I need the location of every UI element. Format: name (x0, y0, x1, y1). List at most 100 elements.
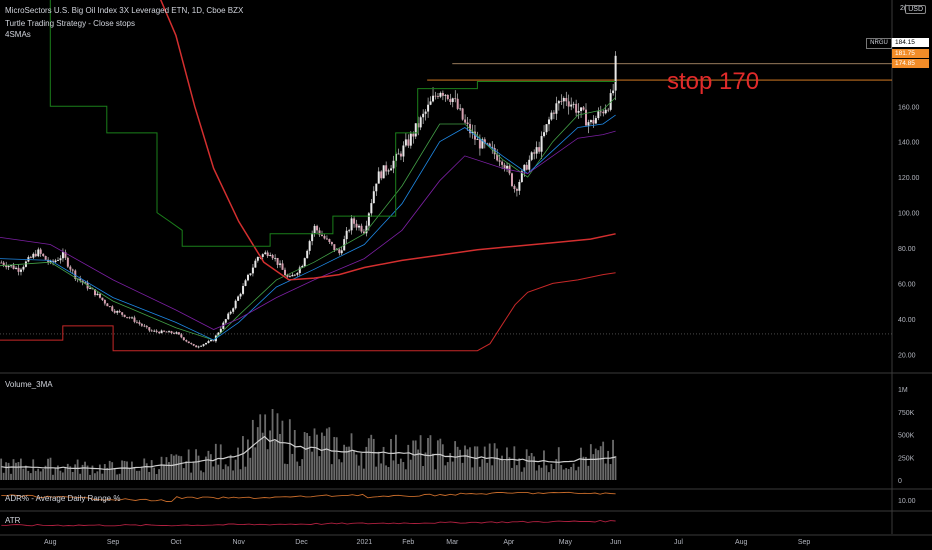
volume-bar (24, 465, 27, 480)
candle-body (49, 260, 52, 263)
currency-badge[interactable]: USD (905, 5, 926, 14)
candle-body (264, 252, 267, 255)
volume-bar (488, 443, 491, 480)
candle-body (153, 330, 156, 332)
candle-body (103, 300, 106, 304)
volume-bar (486, 462, 489, 480)
volume-bar (214, 443, 217, 480)
candle-body (180, 334, 183, 338)
turtle-indicator-label[interactable]: Turtle Trading Strategy - Close stops (5, 19, 135, 28)
volume-bar (170, 454, 173, 480)
volume-bar (239, 469, 242, 480)
volume-bar (330, 464, 333, 480)
volume-bar (276, 413, 279, 480)
x-tick-label: Sep (107, 539, 120, 546)
candle-body (57, 260, 60, 262)
volume-bar (555, 459, 558, 480)
candle-body (219, 328, 222, 333)
candle-body (466, 122, 469, 125)
volume-bar (207, 450, 210, 480)
candle-body (246, 274, 249, 281)
volume-bar (604, 463, 607, 480)
candle-body (530, 152, 533, 160)
volume-bar (113, 468, 116, 480)
series-turtle_short_stop (0, 272, 616, 352)
volume-bar (353, 450, 355, 480)
candle-body (592, 120, 595, 124)
volume-bar (523, 467, 526, 480)
volume-bar (229, 454, 232, 480)
volume-bar (133, 467, 136, 480)
atr-pane-title[interactable]: ATR (5, 516, 21, 525)
volume-bar (575, 470, 577, 480)
candle-body (547, 119, 550, 125)
volume-bar (530, 453, 533, 480)
candle-body (79, 278, 82, 281)
candle-body (493, 148, 496, 155)
candle-body (380, 171, 383, 179)
volume-bar (12, 459, 15, 480)
adr-pane-title[interactable]: ADR% - Average Daily Range % (5, 494, 121, 503)
candle-body (360, 225, 363, 232)
volume-bar (461, 462, 464, 480)
candle-body (242, 285, 245, 294)
volume-bar (515, 465, 518, 480)
candle-body (303, 258, 306, 267)
candle-body (491, 146, 494, 149)
candle-body (2, 262, 5, 266)
candle-body (543, 132, 546, 137)
candle-body (187, 341, 190, 344)
candle-body (197, 346, 200, 348)
candle-body (459, 108, 462, 110)
candle-body (589, 120, 592, 123)
volume-bar (61, 472, 64, 480)
sma-indicator-label[interactable]: 4SMAs (5, 30, 31, 39)
stop-annotation[interactable]: stop 170 (667, 68, 760, 95)
volume-bar (481, 459, 484, 480)
candle-body (436, 96, 439, 97)
volume-bar (476, 446, 479, 480)
candle-body (370, 203, 373, 214)
volume-bar (288, 419, 291, 480)
candle-body (496, 154, 499, 161)
candle-body (306, 250, 309, 259)
volume-bar (165, 457, 168, 480)
candle-body (17, 267, 20, 272)
volume-bar (372, 438, 375, 480)
candle-body (432, 95, 435, 102)
candle-body (39, 249, 42, 254)
candle-body (419, 117, 422, 128)
candle-body (607, 109, 610, 111)
volume-y-tick: 0 (898, 478, 902, 485)
x-tick-label: Aug (44, 539, 57, 546)
candle-body (377, 171, 380, 184)
candle-body (397, 153, 400, 155)
candle-body (192, 344, 195, 346)
candle-body (190, 343, 193, 345)
volume-bar (543, 450, 545, 480)
x-tick-label: Sep (798, 539, 811, 546)
candle-body (42, 253, 45, 256)
candle-body (520, 171, 523, 182)
volume-bar (375, 466, 378, 480)
volume-bar (256, 427, 259, 480)
candle-body (594, 118, 597, 124)
candle-body (501, 161, 504, 165)
volume-bar (116, 474, 119, 480)
volume-bar (163, 464, 165, 480)
volume-bar (496, 448, 498, 480)
volume-bar (397, 463, 400, 480)
volume-bar (449, 453, 452, 480)
volume-bar (399, 458, 402, 480)
candle-body (98, 293, 101, 298)
candle-body (513, 185, 516, 190)
volume-bar (439, 438, 442, 480)
candle-body (0, 262, 3, 264)
candle-body (108, 306, 111, 307)
volume-bar (404, 469, 407, 480)
candle-body (330, 241, 333, 245)
candle-body (407, 139, 410, 146)
candle-body (200, 345, 203, 347)
volume-pane-title[interactable]: Volume_3MA (5, 380, 53, 389)
